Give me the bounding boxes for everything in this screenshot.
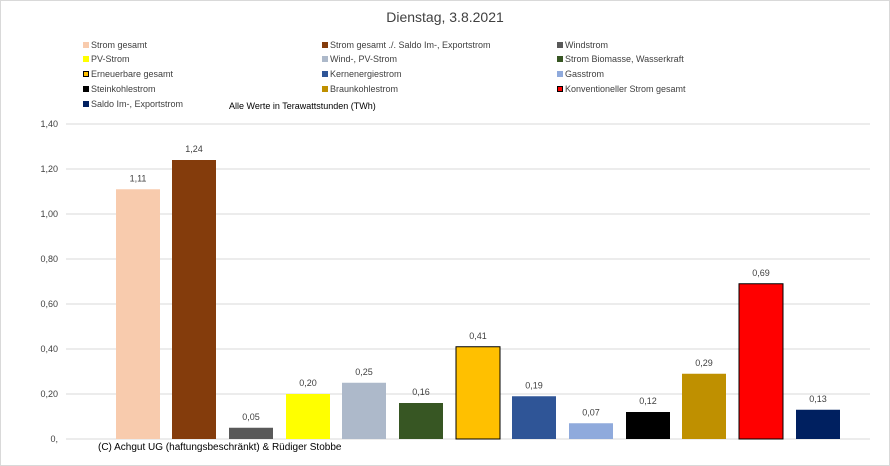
legend-swatch [557,56,563,62]
legend-item: Kernenergiestrom [322,68,402,80]
legend-swatch [83,86,89,92]
legend-item: Braunkohlestrom [322,83,398,95]
data-label: 0,69 [752,268,770,278]
legend-swatch [322,86,328,92]
y-tick-label: 0,40 [40,344,58,354]
legend-item: Windstrom [557,39,608,51]
bar [399,403,443,439]
legend-label: Saldo Im-, Exportstrom [91,99,184,109]
y-tick-label: 0,20 [40,389,58,399]
legend-item: Strom gesamt ./. Saldo Im-, Exportstrom [322,39,491,51]
legend-label: PV-Strom [91,54,130,64]
y-tick-label: 0, [50,434,58,444]
legend-swatch [83,42,89,48]
bar [455,346,501,440]
legend-label: Kernenergiestrom [330,69,402,79]
legend-item: Strom Biomasse, Wasserkraft [557,53,684,65]
legend-label: Windstrom [565,40,609,50]
legend-label: Erneuerbare gesamt [91,69,174,79]
bar [512,396,556,439]
legend-swatch [557,71,563,77]
data-label: 0,12 [639,396,657,406]
legend-label: Strom gesamt ./. Saldo Im-, Exportstrom [330,40,491,50]
data-label: 0,13 [809,394,827,404]
legend-item: Konventioneller Strom gesamt [557,83,686,95]
legend-label: Konventioneller Strom gesamt [565,84,686,94]
bar [796,409,840,439]
legend-item: Gasstrom [557,68,604,80]
bar [569,423,613,439]
chart-subtitle: Alle Werte in Terawattstunden (TWh) [229,101,376,111]
legend-swatch [557,86,563,92]
legend-item: Strom gesamt [83,39,147,51]
data-label: 0,19 [525,380,543,390]
bar [229,427,273,439]
data-label: 0,29 [695,358,713,368]
legend-label: Steinkohlestrom [91,84,156,94]
bar [738,283,784,440]
legend-item: Erneuerbare gesamt [83,68,173,80]
data-label: 1,11 [130,173,147,183]
data-label: 0,16 [412,387,430,397]
legend-item: Wind-, PV-Strom [322,53,397,65]
y-tick-label: 1,40 [40,119,58,129]
bar [116,189,160,439]
y-tick-label: 1,20 [40,164,58,174]
bar [682,373,726,439]
legend-label: Wind-, PV-Strom [330,54,398,64]
legend-label: Gasstrom [565,69,605,79]
legend-item: Steinkohlestrom [83,83,156,95]
y-tick-label: 0,60 [40,299,58,309]
bar [342,382,386,439]
legend-label: Strom gesamt [91,40,148,50]
y-tick-label: 0,80 [40,254,58,264]
legend-swatch [322,71,328,77]
copyright-notice: (C) Achgut UG (haftungsbeschränkt) & Rüd… [98,442,342,453]
data-label: 0,05 [242,412,260,422]
legend-swatch [83,101,89,107]
legend-swatch [322,42,328,48]
data-label: 0,20 [299,378,317,388]
bar [172,160,216,439]
data-label: 0,25 [355,367,373,377]
legend-label: Braunkohlestrom [330,84,399,94]
legend-swatch [322,56,328,62]
legend-swatch [83,71,89,77]
legend-item: Saldo Im-, Exportstrom [83,98,183,110]
data-label: 1,24 [185,144,203,154]
legend-item: PV-Strom [83,53,130,65]
y-tick-label: 1,00 [40,209,58,219]
legend-swatch [83,56,89,62]
data-label: 0,07 [582,407,600,417]
bar [626,412,670,439]
legend-label: Strom Biomasse, Wasserkraft [565,54,684,64]
legend-swatch [557,42,563,48]
bar [286,394,330,439]
chart-title: Dienstag, 3.8.2021 [386,9,504,25]
data-label: 0,41 [469,331,487,341]
